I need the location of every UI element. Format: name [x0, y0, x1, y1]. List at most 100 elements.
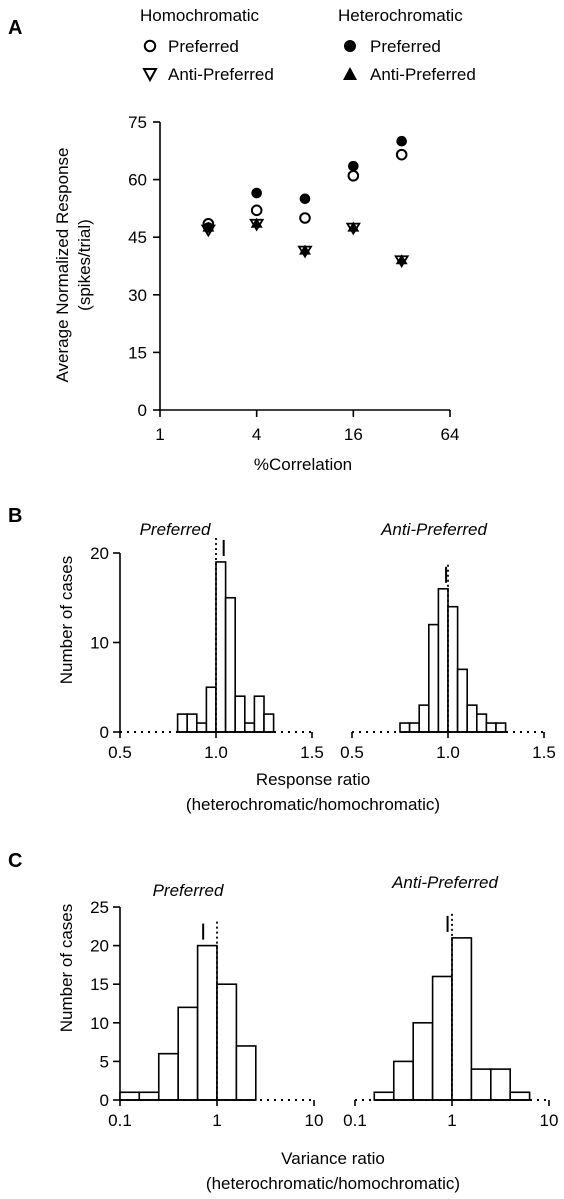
chart-b-right-bar: [466, 704, 478, 733]
chart-b-left-bar: [196, 722, 208, 733]
chart-c-right-title: Anti-Preferred: [391, 873, 498, 892]
chart-a-xlabel: %Correlation: [254, 455, 352, 474]
chart-c-right-xtick-label: 1: [447, 1111, 456, 1130]
chart-c-right-bar: [451, 937, 473, 1101]
chart-a-point-hetero-anti: [395, 254, 408, 265]
chart-b-xlabel-line1: Response ratio: [256, 770, 370, 789]
chart-b-left-bar: [205, 686, 217, 733]
chart-a-point-hetero-preferred: [396, 135, 407, 147]
legend-homochromatic-title: Homochromatic: [140, 6, 260, 25]
chart-b-right-bar: [408, 722, 421, 733]
chart-b-ylabel: Number of cases: [57, 556, 76, 685]
chart-b-right-bar: [456, 668, 469, 733]
chart-b-left-xtick-label: 1.0: [204, 743, 228, 762]
panel-letter-a: A: [8, 17, 22, 39]
legend-open-circle-icon: [143, 39, 157, 53]
legend-filled-circle-icon: [344, 40, 356, 52]
chart-c-left-xtick-label: 0.1: [108, 1111, 132, 1130]
chart-a-ytick-label: 15: [128, 343, 147, 362]
chart-c-right-bar: [412, 1021, 434, 1101]
chart-c-left-bar: [216, 983, 238, 1101]
chart-c-left-ytick-label: 25: [90, 898, 109, 917]
chart-a-xtick-label: 4: [252, 425, 261, 444]
chart-b-right-xtick-label: 1.5: [532, 743, 556, 762]
chart-b-right-bar: [437, 587, 449, 733]
chart-b-left-bar: [224, 596, 237, 733]
chart-b: Number of cases Preferred Anti-Preferred…: [57, 520, 556, 814]
chart-c-right-xtick-label: 10: [540, 1111, 559, 1130]
chart-b-right-bar: [399, 722, 411, 733]
chart-c-left-xtick-label: 1: [212, 1111, 221, 1130]
chart-c-left-bar: [196, 944, 218, 1101]
chart-a-ytick-label: 30: [128, 286, 147, 305]
chart-a-ylabel-line2: (spikes/trial): [75, 219, 94, 311]
legend-open-triangle-down-icon: [142, 68, 158, 83]
chart-b-xlabel-line2: (heterochromatic/homochromatic): [186, 795, 440, 814]
chart-b-left-bar: [253, 695, 265, 733]
chart-c-right-bar: [490, 1068, 511, 1101]
chart-b-right-bar: [485, 722, 497, 733]
chart-b-left-ytick-label: 10: [90, 634, 109, 653]
chart-a-point-hetero-anti: [250, 217, 263, 228]
chart-c-left-ytick-label: 20: [90, 937, 109, 956]
chart-b-right-xtick-label: 0.5: [340, 743, 364, 762]
chart-c-right-bar: [470, 1068, 492, 1101]
chart-a-point-hetero-anti: [347, 221, 360, 232]
chart-b-right-title: Anti-Preferred: [380, 520, 487, 539]
chart-c-left-xtick-label: 10: [305, 1111, 324, 1130]
chart-b-right-xtick-label: 1.0: [436, 743, 460, 762]
chart-b-left-title: Preferred: [140, 520, 211, 539]
chart-c-left-ytick-label: 0: [100, 1091, 109, 1110]
legend-a: Homochromatic Heterochromatic Preferred …: [140, 6, 476, 84]
chart-c-xlabel-line2: (heterochromatic/homochromatic): [206, 1174, 460, 1193]
chart-c-ylabel: Number of cases: [57, 904, 76, 1033]
chart-b-left-ytick-label: 20: [90, 544, 109, 563]
chart-a-point-hetero-preferred: [348, 160, 359, 172]
chart-a-xtick-label: 1: [155, 425, 164, 444]
legend-heterochromatic-title: Heterochromatic: [338, 6, 463, 25]
chart-c-left-title: Preferred: [153, 881, 224, 900]
chart-c-right-bar: [373, 1091, 395, 1101]
chart-a-ytick-label: 0: [138, 401, 147, 420]
legend-hetero-preferred-label: Preferred: [370, 37, 441, 56]
chart-b-left-bar: [234, 695, 246, 733]
chart-c-left-ytick-label: 15: [90, 975, 109, 994]
chart-a-point-homo-preferred: [250, 204, 263, 217]
chart-a: Average Normalized Response (spikes/tria…: [53, 113, 459, 474]
chart-a-xtick-label: 64: [441, 425, 460, 444]
chart-b-right-bar: [418, 704, 430, 733]
chart-a-point-hetero-preferred: [299, 193, 311, 205]
chart-a-point-hetero-preferred: [251, 187, 262, 199]
chart-c-left-bar: [235, 1045, 257, 1101]
chart-b-right-bar: [475, 713, 488, 733]
chart-a-point-hetero-preferred: [203, 222, 214, 233]
chart-a-point-homo-preferred: [395, 148, 408, 161]
chart-b-left-bar: [186, 713, 198, 733]
chart-c-right-bar: [392, 1060, 414, 1101]
chart-a-ytick-label: 75: [128, 113, 147, 132]
chart-a-ytick-label: 60: [128, 171, 147, 190]
chart-a-point-homo-preferred: [299, 212, 311, 224]
legend-homo-anti-label: Anti-Preferred: [168, 65, 274, 84]
chart-b-left-bar: [244, 722, 256, 733]
chart-b-right-bar: [427, 623, 440, 733]
chart-b-left-bar: [215, 561, 227, 733]
chart-b-left-bar: [263, 713, 275, 733]
chart-c-left-ytick-label: 10: [90, 1014, 109, 1033]
chart-c-left-bar: [177, 1006, 199, 1101]
chart-c-right-bar: [509, 1091, 531, 1101]
chart-a-xtick-label: 16: [344, 425, 363, 444]
chart-c-right-xtick-label: 0.1: [343, 1111, 367, 1130]
chart-b-left-ytick-label: 0: [100, 723, 109, 742]
chart-b-left-bar: [176, 713, 189, 733]
chart-a-ytick-label: 45: [128, 228, 147, 247]
legend-hetero-anti-label: Anti-Preferred: [370, 65, 476, 84]
chart-b-right-bar: [447, 605, 459, 733]
panel-letter-b: B: [8, 505, 22, 527]
chart-c-left-bar: [157, 1052, 179, 1101]
chart-c-xlabel-line1: Variance ratio: [281, 1149, 385, 1168]
chart-a-ylabel-line1: Average Normalized Response: [53, 148, 72, 383]
chart-a-point-hetero-anti: [299, 244, 311, 255]
chart-a-point-homo-preferred: [347, 169, 360, 182]
